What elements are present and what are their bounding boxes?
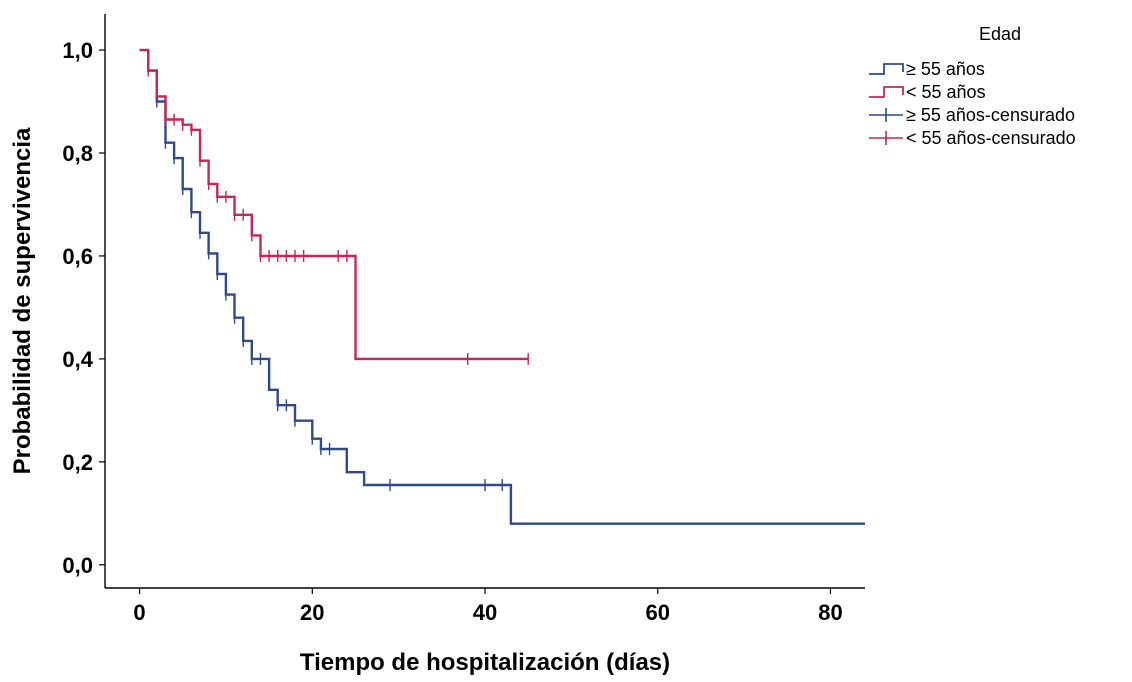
y-tick-label: 0,8 bbox=[62, 141, 93, 166]
legend-step-swatch bbox=[869, 63, 904, 75]
legend-step-swatch bbox=[869, 86, 904, 98]
y-tick-label: 0,2 bbox=[62, 450, 93, 475]
x-tick-label: 20 bbox=[300, 600, 324, 625]
x-tick-label: 40 bbox=[473, 600, 497, 625]
x-tick-label: 0 bbox=[133, 600, 145, 625]
y-axis-title: Probabilidad de supervivencia bbox=[9, 127, 36, 474]
legend-entry: < 55 años-censurado bbox=[869, 128, 1076, 148]
legend-label: < 55 años bbox=[906, 82, 986, 102]
legend-label: ≥ 55 años-censurado bbox=[906, 105, 1075, 125]
x-tick-label: 80 bbox=[818, 600, 842, 625]
legend-entry: ≥ 55 años-censurado bbox=[869, 105, 1075, 125]
survival-curve-lt55 bbox=[139, 48, 529, 361]
series-group bbox=[139, 48, 865, 525]
x-axis-title: Tiempo de hospitalización (días) bbox=[300, 649, 670, 676]
survival-curve-ge55 bbox=[146, 50, 865, 525]
y-tick-label: 1,0 bbox=[62, 38, 93, 63]
y-tick-label: 0,6 bbox=[62, 244, 93, 269]
x-ticks: 0 20 40 60 80 bbox=[133, 588, 843, 625]
plot-area: 0 20 40 60 80 0,0 0,2 0,4 0,6 0,8 1,0 bbox=[62, 14, 865, 625]
legend-title: Edad bbox=[979, 24, 1021, 44]
y-tick-label: 0,0 bbox=[62, 553, 93, 578]
y-ticks: 0,0 0,2 0,4 0,6 0,8 1,0 bbox=[62, 38, 105, 578]
x-tick-label: 60 bbox=[645, 600, 669, 625]
legend-label: < 55 años-censurado bbox=[906, 128, 1076, 148]
y-tick-label: 0,4 bbox=[62, 347, 93, 372]
legend-entries: ≥ 55 años < 55 años ≥ 55 años-censurado < 5… bbox=[869, 59, 1076, 148]
legend-entry: ≥ 55 años bbox=[869, 59, 985, 79]
legend: Edad ≥ 55 años < 55 años ≥ 55 años-censura… bbox=[869, 24, 1076, 148]
legend-entry: < 55 años bbox=[869, 82, 986, 102]
legend-label: ≥ 55 años bbox=[906, 59, 985, 79]
